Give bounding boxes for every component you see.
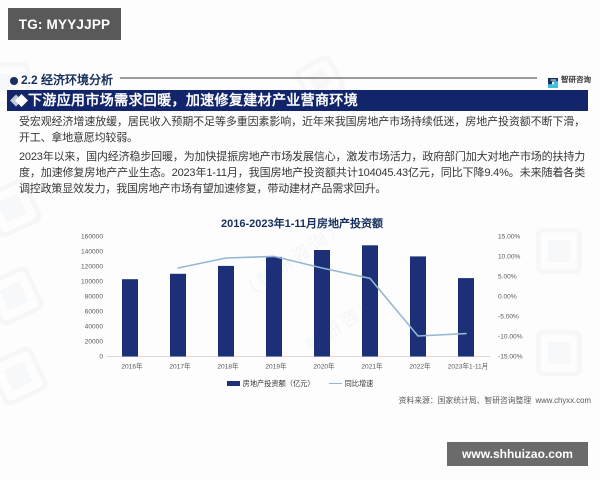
svg-text:80000: 80000 [85,294,104,301]
svg-text:15.00%: 15.00% [498,234,521,241]
svg-text:-5.00%: -5.00% [498,314,519,321]
svg-text:100000: 100000 [81,279,103,286]
svg-text:40000: 40000 [85,324,104,331]
svg-text:2020年: 2020年 [313,362,335,371]
svg-text:2018年: 2018年 [217,362,239,371]
svg-text:2017年: 2017年 [169,362,191,371]
svg-text:-10.00%: -10.00% [498,334,523,341]
svg-text:5.00%: 5.00% [498,274,517,281]
svg-text:0: 0 [99,354,103,361]
svg-text:0.00%: 0.00% [498,294,517,301]
svg-text:160000: 160000 [81,234,103,241]
svg-text:2016年: 2016年 [121,362,143,371]
svg-text:20000: 20000 [85,339,104,346]
svg-text:140000: 140000 [81,249,103,256]
svg-text:120000: 120000 [81,264,103,271]
svg-text:2022年: 2022年 [409,362,431,371]
svg-text:2023年1-11月: 2023年1-11月 [448,362,489,371]
svg-text:2019年: 2019年 [265,362,287,371]
svg-text:2021年: 2021年 [361,362,383,371]
svg-text:10.00%: 10.00% [498,254,521,261]
svg-text:60000: 60000 [85,309,104,316]
svg-text:-15.00%: -15.00% [498,354,523,361]
